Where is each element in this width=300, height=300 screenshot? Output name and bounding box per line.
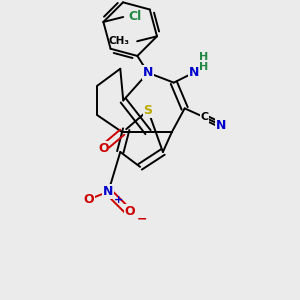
Text: +: + bbox=[114, 194, 123, 205]
Text: O: O bbox=[125, 205, 136, 218]
Text: H: H bbox=[199, 62, 208, 72]
Text: −: − bbox=[137, 213, 147, 226]
Text: S: S bbox=[143, 104, 152, 117]
Text: Cl: Cl bbox=[128, 11, 141, 23]
Text: N: N bbox=[188, 66, 199, 79]
Text: H: H bbox=[199, 52, 208, 62]
Text: N: N bbox=[143, 66, 153, 79]
Text: C: C bbox=[200, 112, 208, 122]
Text: O: O bbox=[98, 142, 109, 154]
Text: CH₃: CH₃ bbox=[108, 36, 129, 46]
Text: O: O bbox=[83, 193, 94, 206]
Text: N: N bbox=[103, 185, 114, 198]
Text: N: N bbox=[216, 119, 226, 132]
